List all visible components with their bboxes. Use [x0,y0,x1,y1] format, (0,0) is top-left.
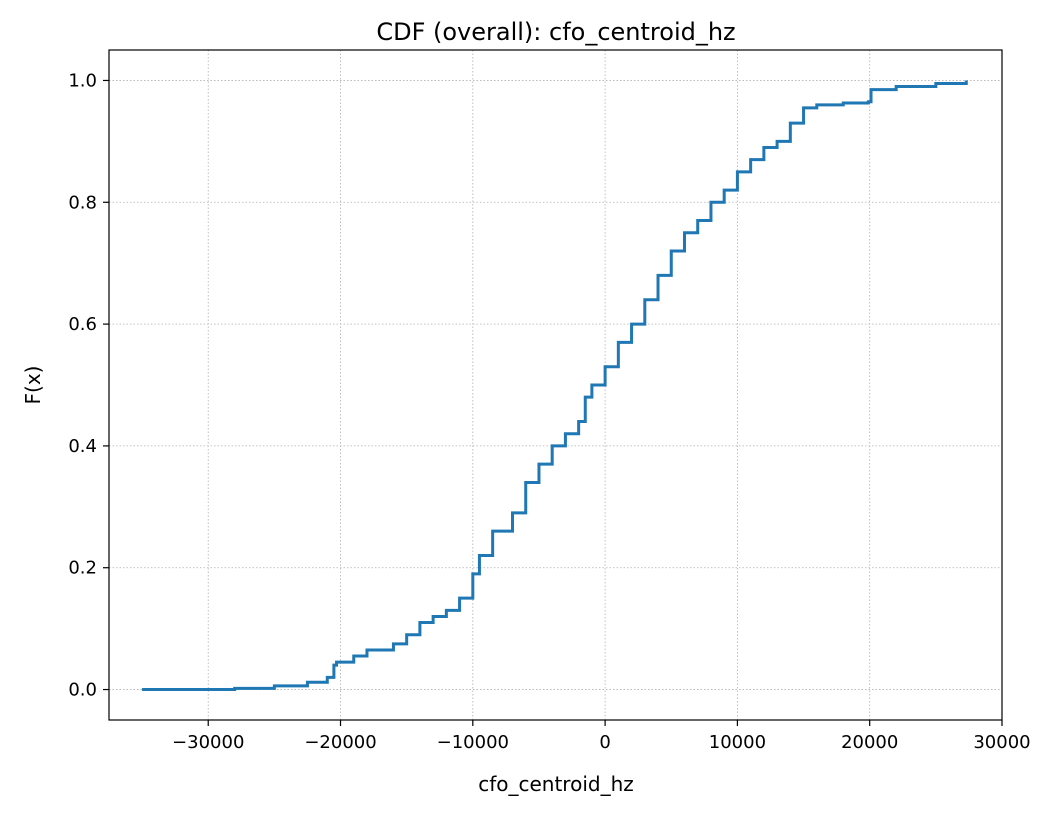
x-tick-label: 0 [599,732,610,753]
y-axis-label: F(x) [21,366,45,405]
x-tick-label: 30000 [973,732,1030,753]
x-tick-label: −20000 [304,732,376,753]
cdf-line [142,80,968,692]
y-tick-label: 1.0 [68,70,97,91]
grid [109,50,1003,720]
x-tick-label: −10000 [437,732,509,753]
y-tick-label: 0.6 [68,314,97,335]
y-tick-label: 0.4 [68,436,97,457]
ticks: −30000 −20000 −10000 0 10000 20000 30000 0.0 0.2… [68,70,1030,753]
x-tick-label: 20000 [841,732,898,753]
series-layer [142,80,968,692]
chart-title: CDF (overall): cfo_centroid_hz [376,18,735,46]
y-tick-label: 0.8 [68,192,97,213]
x-tick-label: −30000 [172,732,244,753]
x-axis-label: cfo_centroid_hz [478,772,634,796]
y-tick-label: 0.0 [68,680,97,701]
y-tick-label: 0.2 [68,558,97,579]
x-tick-label: 10000 [709,732,766,753]
plot-frame [108,49,1003,721]
